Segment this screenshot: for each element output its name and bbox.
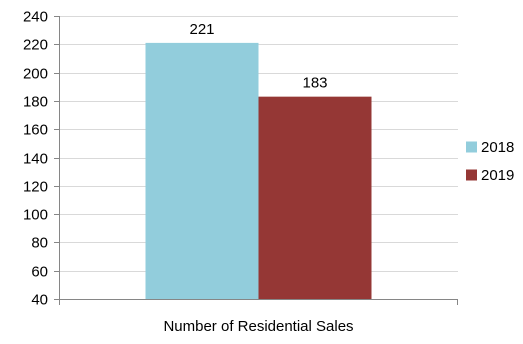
y-tick-label-200: 200 (23, 66, 48, 83)
y-tick-label-60: 60 (31, 264, 48, 281)
y-tick-label-140: 140 (23, 151, 48, 168)
y-tick-label-40: 40 (31, 292, 48, 309)
category-label: Number of Residential Sales (163, 318, 353, 335)
labels: 40 60 80 100 120 140 160 180 200 220 240 221 183 Numb… (23, 9, 354, 336)
bar-2019 (258, 96, 372, 299)
legend-swatch-2018 (466, 141, 477, 153)
bars (145, 42, 372, 299)
y-tick-label-80: 80 (31, 235, 48, 252)
legend-label-2019: 2019 (481, 167, 514, 184)
y-tick-label-120: 120 (23, 179, 48, 196)
legend-swatch-2019 (466, 169, 477, 181)
y-tick-label-220: 220 (23, 37, 48, 54)
bar-2018 (145, 42, 259, 299)
data-label-2018: 221 (189, 21, 214, 38)
data-label-2019: 183 (302, 75, 327, 92)
y-tick-label-240: 240 (23, 9, 48, 26)
y-tick-label-180: 180 (23, 94, 48, 111)
y-tick-label-160: 160 (23, 122, 48, 139)
legend-label-2018: 2018 (481, 139, 514, 156)
axes (54, 16, 458, 305)
y-tick-label-100: 100 (23, 207, 48, 224)
legend: 2018 2019 (466, 139, 514, 184)
